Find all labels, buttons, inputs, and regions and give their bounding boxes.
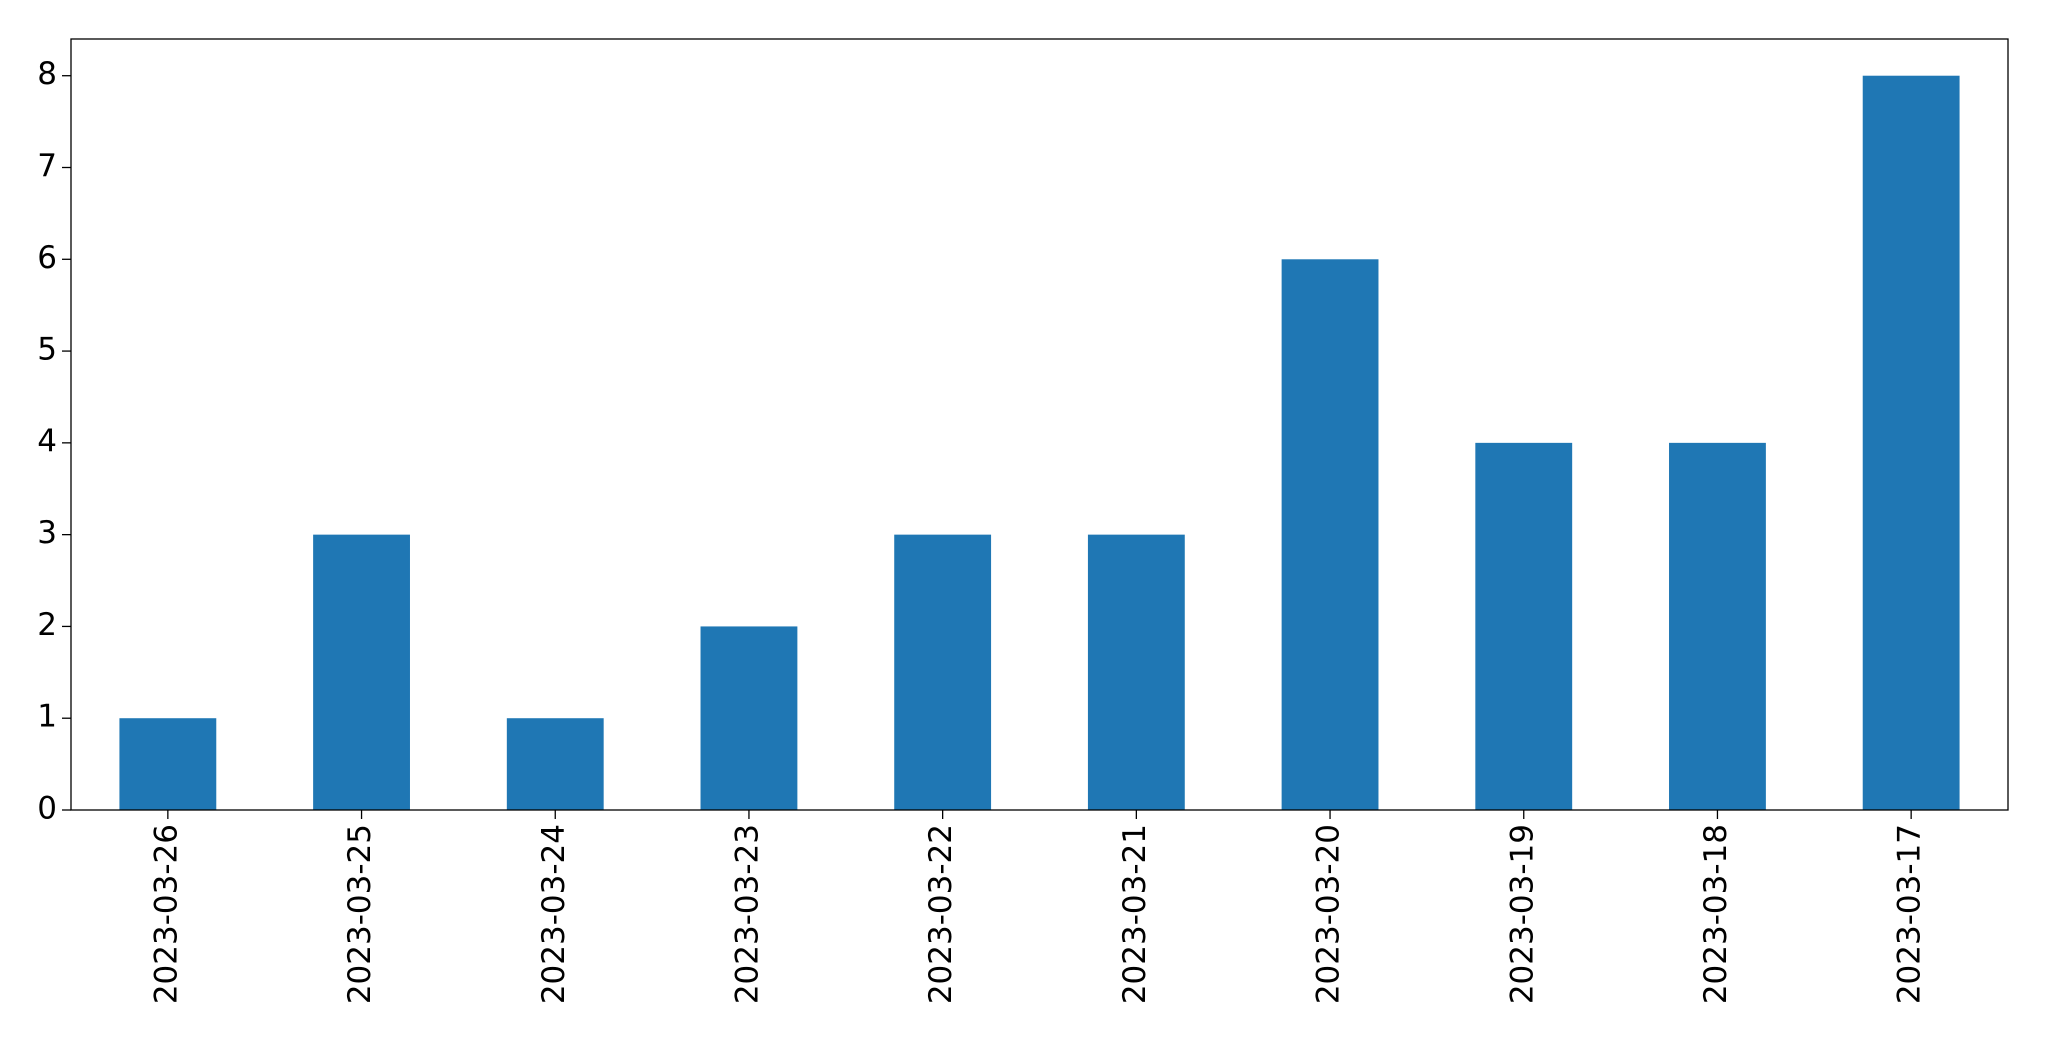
y-tick-label: 3 xyxy=(37,515,57,551)
x-tick-label: 2023-03-23 xyxy=(729,824,765,1004)
y-tick-label: 5 xyxy=(37,332,57,368)
x-tick-label: 2023-03-19 xyxy=(1504,824,1540,1004)
bar xyxy=(894,534,992,810)
bar xyxy=(313,534,410,810)
x-tick-label: 2023-03-21 xyxy=(1117,824,1153,1004)
y-tick-label: 8 xyxy=(37,56,57,92)
y-tick-label: 1 xyxy=(37,699,57,735)
x-tick-label: 2023-03-25 xyxy=(342,824,378,1004)
y-tick-label: 2 xyxy=(37,607,57,643)
bar xyxy=(1475,442,1573,810)
x-tick-label: 2023-03-17 xyxy=(1892,824,1928,1004)
plot-frame xyxy=(70,38,2009,811)
x-tick-label: 2023-03-20 xyxy=(1311,824,1347,1004)
bar xyxy=(506,718,604,810)
bar xyxy=(1862,75,1960,810)
bar xyxy=(1669,442,1766,810)
bar xyxy=(1087,534,1185,810)
x-tick-label: 2023-03-24 xyxy=(536,824,572,1004)
x-tick-label: 2023-03-26 xyxy=(148,824,184,1004)
y-tick-label: 7 xyxy=(37,148,57,184)
y-tick-label: 0 xyxy=(37,791,57,827)
x-tick-label: 2023-03-18 xyxy=(1698,824,1734,1004)
bar xyxy=(700,626,798,810)
y-tick-label: 6 xyxy=(37,240,57,276)
x-tick-label: 2023-03-22 xyxy=(923,824,959,1004)
bar xyxy=(119,718,217,810)
y-tick-label: 4 xyxy=(37,423,57,459)
bar xyxy=(1281,259,1379,810)
